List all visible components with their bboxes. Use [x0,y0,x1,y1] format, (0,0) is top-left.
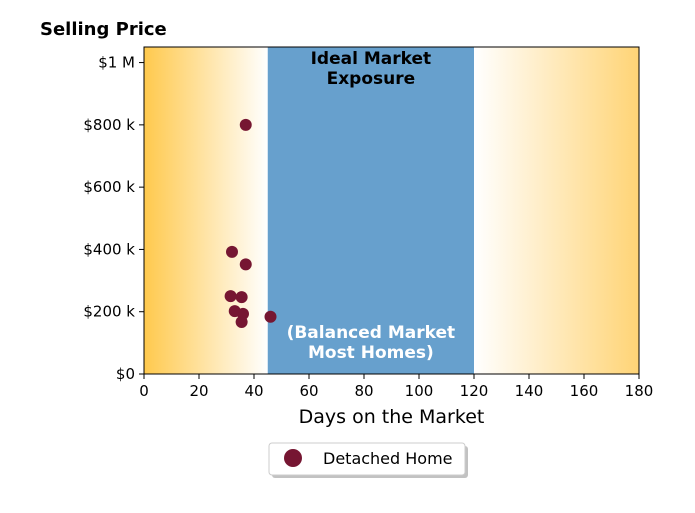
y-tick-label: $200 k [83,303,135,321]
x-tick-label: 140 [515,382,544,400]
y-tick-label: $600 k [83,178,135,196]
data-point [264,310,277,323]
y-tick-label: $400 k [83,240,135,258]
band-3 [474,47,639,374]
x-tick-label: 160 [570,382,599,400]
x-tick-label: 100 [405,382,434,400]
x-tick-label: 80 [354,382,373,400]
legend-box [268,442,466,476]
band-label-top-line: Exposure [327,69,416,89]
legend: Detached Home [268,442,468,478]
x-tick-label: 120 [460,382,489,400]
legend-label: Detached Home [323,449,453,468]
band-label-top-line: Ideal Market [311,49,432,69]
legend-marker [284,449,302,467]
y-axis: $0 $200 k $400 k $600 k $800 k $1 M [83,54,144,383]
data-point [226,245,238,258]
x-axis: 0 20 40 60 80 100 120 140 160 180 [139,374,653,400]
data-point [239,118,252,131]
band-label-bottom-line: Most Homes) [308,343,434,363]
data-point [235,291,248,304]
x-tick-label: 40 [244,382,263,400]
x-tick-label: 20 [189,382,208,400]
data-point [235,315,248,328]
x-tick-label: 60 [299,382,318,400]
band-2 [267,47,474,374]
data-point [224,290,237,303]
data-points [224,118,277,328]
y-tick-label: $0 [116,365,135,383]
data-point [239,258,252,271]
y-tick-label: $1 M [98,54,135,72]
market-bands [144,47,639,374]
x-tick-label: 0 [139,382,149,400]
plot-frame [143,46,640,375]
y-tick-label: $800 k [83,116,135,134]
x-axis-title: Days on the Market [299,406,485,428]
band-1 [144,47,268,374]
x-tick-label: 180 [625,382,654,400]
band-label-bottom-line: (Balanced Market [287,323,456,343]
chart-title: Selling Price [40,19,167,40]
